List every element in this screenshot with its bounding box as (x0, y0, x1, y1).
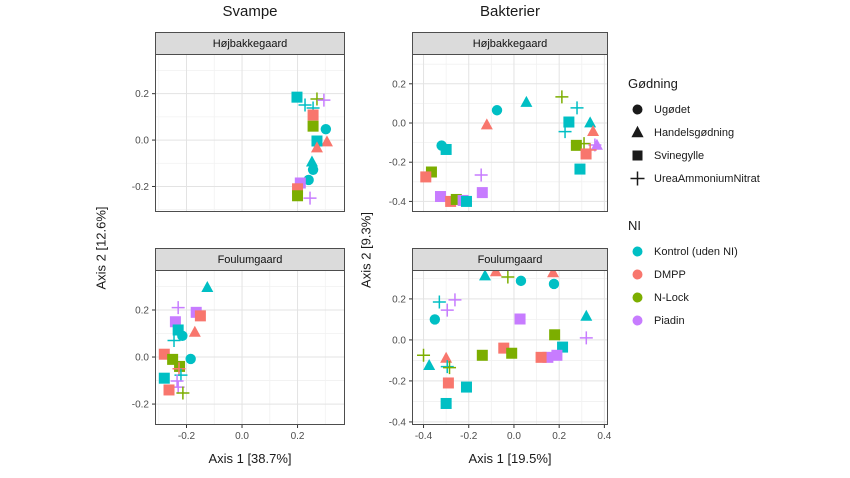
svg-text:-0.2: -0.2 (132, 182, 150, 193)
legend-item: Svinegylle (628, 144, 760, 167)
svg-text:-0.4: -0.4 (415, 431, 433, 442)
legend-item-label: UreaAmmoniumNitrat (654, 172, 760, 185)
circle-icon (628, 100, 647, 119)
ni-color-icon (628, 242, 647, 261)
svg-text:-0.2: -0.2 (460, 431, 478, 442)
scatter-panel-bakterier-foulumgaard: 0.2 0.0 -0.2 -0.4 -0.4 -0.2 0.0 0.2 0.4 (389, 270, 612, 442)
x-axis-label-svampe: Axis 1 [38.7%] (208, 451, 292, 466)
scatter-panel-bakterier-hojbakkegaard: 0.2 0.0 -0.2 -0.4 (389, 54, 608, 212)
legend-item-label: Ugødet (654, 103, 691, 116)
ni-color-icon (628, 288, 647, 307)
legend-item: N-Lock (628, 286, 738, 309)
svg-text:-0.4: -0.4 (389, 197, 407, 208)
legend-item-label: Kontrol (uden NI) (654, 245, 738, 258)
legend-item: Ugødet (628, 98, 760, 121)
plus-icon (628, 169, 647, 188)
svg-text:0.0: 0.0 (392, 119, 406, 130)
svg-text:0.2: 0.2 (135, 89, 149, 100)
legend-item: Piadin (628, 309, 738, 332)
ni-color-icon (628, 311, 647, 330)
triangle-icon (628, 123, 647, 142)
legend-item: DMPP (628, 263, 738, 286)
scatter-panel-svampe-hojbakkegaard: 0.2 0.0 -0.2 (132, 54, 345, 212)
legend-item-label: Piadin (654, 314, 685, 327)
legend-item-label: N-Lock (654, 291, 689, 304)
svg-text:0.0: 0.0 (392, 335, 406, 346)
legend-item-label: DMPP (654, 268, 686, 281)
svg-text:0.4: 0.4 (597, 431, 611, 442)
y-axis-label-svampe: Axis 2 [12.6%] (93, 206, 109, 290)
svg-text:-0.2: -0.2 (178, 431, 196, 442)
svg-text:0.2: 0.2 (392, 294, 406, 305)
plot-title-svampe: Svampe (222, 3, 278, 20)
facet-strip-svampe-foulumgaard: Foulumgaard (155, 248, 345, 271)
facet-strip-bakterier-hojbakkegaard: Højbakkegaard (412, 32, 608, 55)
svg-text:0.0: 0.0 (135, 353, 149, 364)
svg-text:0.0: 0.0 (507, 431, 521, 442)
facet-strip-bakterier-foulumgaard: Foulumgaard (412, 248, 608, 271)
y-axis-label-bakterier: Axis 2 [9.3%] (358, 212, 374, 288)
svg-text:0.2: 0.2 (392, 79, 406, 90)
legend-item: UreaAmmoniumNitrat (628, 167, 760, 190)
svg-text:0.2: 0.2 (291, 431, 305, 442)
facet-strip-svampe-hojbakkegaard: Højbakkegaard (155, 32, 345, 55)
legend-item-label: Svinegylle (654, 149, 705, 162)
square-icon (628, 146, 647, 165)
legend-item: Handelsgødning (628, 121, 760, 144)
legend-ni-title: NI (628, 218, 641, 233)
svg-text:-0.4: -0.4 (389, 417, 407, 428)
legend-item-label: Handelsgødning (654, 126, 735, 139)
ni-color-icon (628, 265, 647, 284)
legend-item: Kontrol (uden NI) (628, 240, 738, 263)
svg-text:-0.2: -0.2 (132, 400, 150, 411)
legend-godning: Gødning Ugødet Handelsgødning Svinegylle Ur… (628, 76, 760, 190)
legend-ni: NI Kontrol (uden NI) DMPP N-Lock Piadin (628, 218, 738, 332)
scatter-panel-svampe-foulumgaard: 0.2 0.0 -0.2 -0.2 0.0 0.2 (132, 270, 345, 442)
svg-text:0.0: 0.0 (135, 136, 149, 147)
legend-godning-title: Gødning (628, 76, 678, 91)
svg-text:0.2: 0.2 (135, 305, 149, 316)
svg-text:-0.2: -0.2 (389, 376, 407, 387)
svg-text:-0.2: -0.2 (389, 158, 407, 169)
svg-text:0.2: 0.2 (552, 431, 566, 442)
svg-text:0.0: 0.0 (235, 431, 249, 442)
x-axis-label-bakterier: Axis 1 [19.5%] (468, 451, 552, 466)
plot-title-bakterier: Bakterier (479, 3, 541, 20)
